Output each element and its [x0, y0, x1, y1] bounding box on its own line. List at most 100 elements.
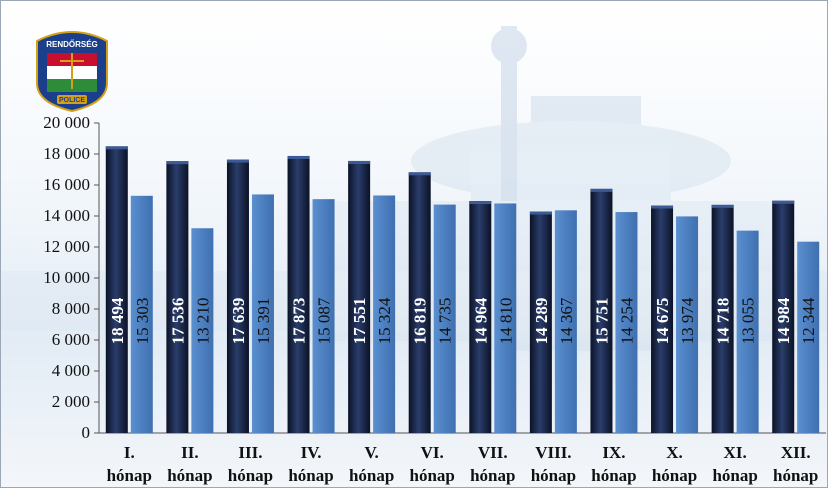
x-tick-label-month: VI. — [421, 443, 444, 462]
bar-top-highlight — [711, 204, 734, 208]
bar-value-label-series-1: 14 718 — [714, 298, 733, 345]
bar-series-1 — [408, 172, 431, 434]
bar-value-label-series-1: 17 536 — [168, 298, 187, 345]
bar-value-label-series-2: 15 303 — [133, 298, 152, 345]
bar-top-highlight — [408, 172, 431, 176]
x-tick-label-month: IX. — [602, 443, 625, 462]
bar-value-label-series-1: 14 289 — [532, 298, 551, 345]
bar-value-label-series-2: 14 367 — [557, 297, 576, 344]
bar-series-1 — [226, 159, 249, 433]
x-tick-label-month: XI. — [724, 443, 747, 462]
police-logo: RENDŐRSÉG POLICE — [36, 31, 108, 113]
bar-value-label-series-2: 15 087 — [315, 297, 334, 344]
bar-value-label-series-2: 14 810 — [496, 298, 515, 345]
x-tick-label-honap: hónap — [773, 466, 818, 485]
x-tick-label-honap: hónap — [167, 466, 212, 485]
y-tick-label: 16 000 — [43, 175, 90, 194]
bar-value-label-series-1: 18 494 — [108, 297, 127, 344]
bar-value-label-series-2: 13 210 — [193, 298, 212, 345]
y-tick-label: 0 — [82, 423, 91, 442]
y-tick-label: 4 000 — [52, 361, 90, 380]
x-tick-label-month: I. — [124, 443, 135, 462]
bar-series-1 — [105, 146, 128, 433]
bar-top-highlight — [166, 161, 189, 165]
y-tick-label: 14 000 — [43, 206, 90, 225]
x-tick-label-honap: hónap — [349, 466, 394, 485]
x-tick-label-month: X. — [666, 443, 683, 462]
y-tick-label: 20 000 — [43, 113, 90, 132]
bar-top-highlight — [105, 146, 128, 150]
bar-top-highlight — [348, 160, 371, 164]
bar-top-highlight — [469, 201, 492, 205]
y-tick-label: 10 000 — [43, 268, 90, 287]
bar-series-2 — [373, 195, 396, 433]
bar-value-label-series-1: 17 873 — [290, 298, 309, 345]
bar-series-1 — [348, 160, 371, 433]
x-tick-label-month: III. — [238, 443, 262, 462]
x-tick-label-month: VII. — [478, 443, 508, 462]
logo-top-text: RENDŐRSÉG — [46, 40, 98, 49]
bar-top-highlight — [287, 155, 310, 159]
bar-value-label-series-1: 17 639 — [229, 298, 248, 345]
bar-series-2 — [312, 199, 335, 433]
bar-series-1 — [651, 205, 674, 433]
bar-series-2 — [494, 203, 517, 433]
bar-series-2 — [615, 212, 638, 433]
x-tick-label-month: VIII. — [535, 443, 571, 462]
bar-top-highlight — [590, 188, 613, 192]
bar-value-label-series-2: 15 324 — [375, 297, 394, 344]
x-tick-label-honap: hónap — [470, 466, 515, 485]
bar-series-1 — [287, 155, 310, 433]
bar-series-2 — [676, 216, 699, 433]
bar-series-2 — [736, 230, 759, 433]
y-tick-label: 6 000 — [52, 330, 90, 349]
y-tick-label: 12 000 — [43, 237, 90, 256]
bar-series-2 — [130, 195, 153, 433]
bar-value-label-series-2: 13 055 — [739, 298, 758, 345]
x-tick-label-honap: hónap — [531, 466, 576, 485]
x-tick-label-honap: hónap — [712, 466, 757, 485]
bar-top-highlight — [651, 205, 674, 209]
bar-top-highlight — [529, 211, 552, 215]
bar-series-1 — [590, 188, 613, 433]
x-tick-label-honap: hónap — [591, 466, 636, 485]
bar-value-label-series-2: 15 391 — [254, 298, 273, 345]
bar-value-label-series-1: 16 819 — [411, 298, 430, 345]
bar-value-label-series-2: 13 974 — [678, 297, 697, 344]
x-tick-label-month: IV. — [301, 443, 322, 462]
x-axis-labels: I. hónap II. hónap III. hónap IV. hónap V. hónap V… — [107, 443, 819, 485]
axes: 0 2 000 4 000 6 000 8 000 10 000 12 000 14 000 1… — [43, 113, 826, 442]
bar-value-label-series-1: 14 984 — [774, 297, 793, 344]
y-tick-label: 8 000 — [52, 299, 90, 318]
bar-series-2 — [191, 228, 214, 433]
x-tick-label-honap: hónap — [107, 466, 152, 485]
bar-top-highlight — [226, 159, 249, 163]
x-tick-label-month: II. — [181, 443, 198, 462]
bars-group: 18 494 15 303 17 536 13 210 17 639 15 391 17 8… — [105, 146, 820, 434]
y-tick-label: 2 000 — [52, 392, 90, 411]
x-tick-label-honap: hónap — [652, 466, 697, 485]
bar-series-2 — [251, 194, 274, 433]
bar-series-2 — [433, 204, 456, 433]
bar-value-label-series-2: 12 344 — [799, 297, 818, 344]
bar-value-label-series-2: 14 735 — [436, 298, 455, 345]
bar-top-highlight — [772, 200, 795, 204]
bar-value-label-series-1: 14 964 — [471, 297, 490, 344]
y-tick-label: 18 000 — [43, 144, 90, 163]
bar-value-label-series-1: 14 675 — [653, 298, 672, 345]
bar-series-1 — [772, 200, 795, 433]
logo-bottom-text: POLICE — [59, 97, 85, 104]
bar-series-2 — [797, 241, 820, 433]
bar-series-1 — [166, 161, 189, 433]
bar-series-1 — [469, 201, 492, 433]
x-tick-label-month: XII. — [781, 443, 811, 462]
x-tick-label-month: V. — [364, 443, 378, 462]
x-tick-label-honap: hónap — [410, 466, 455, 485]
bar-value-label-series-1: 17 551 — [350, 298, 369, 345]
x-tick-label-honap: hónap — [288, 466, 333, 485]
bar-series-2 — [554, 210, 577, 433]
bar-series-1 — [711, 204, 734, 433]
bar-value-label-series-1: 15 751 — [592, 298, 611, 345]
